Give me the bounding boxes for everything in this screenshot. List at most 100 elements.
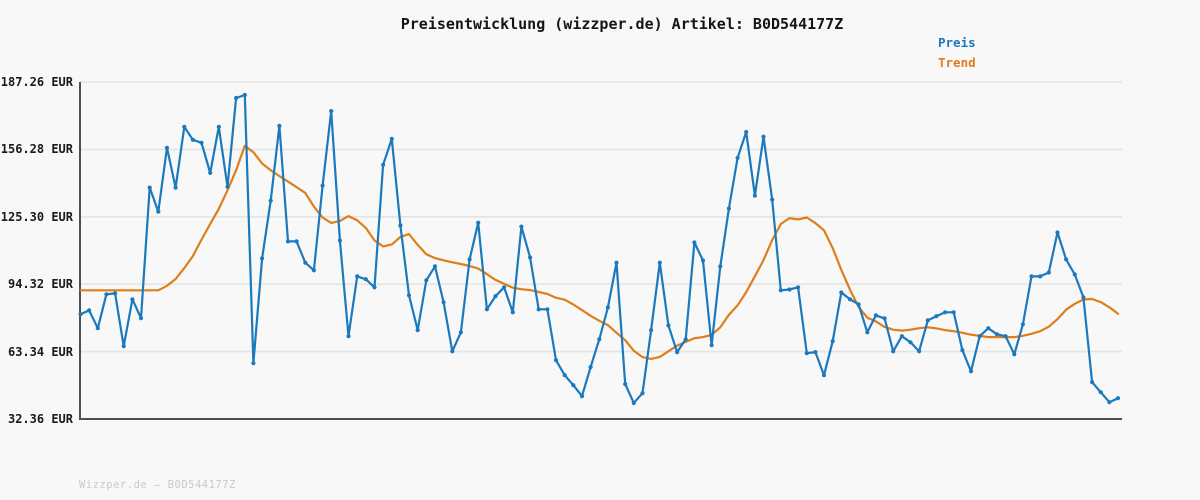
price-point-marker (450, 349, 455, 354)
price-point-marker (104, 292, 109, 297)
price-point-marker (441, 300, 446, 305)
price-point-marker (415, 328, 420, 333)
price-point-marker (700, 258, 706, 263)
price-point-marker (121, 344, 126, 349)
price-point-marker (424, 278, 429, 283)
price-point-marker (493, 294, 498, 299)
price-point-marker (1012, 352, 1017, 357)
price-point-marker (1115, 396, 1121, 401)
price-point-marker (709, 343, 714, 348)
price-point-marker (1003, 334, 1008, 339)
price-point-marker (164, 145, 170, 150)
price-point-marker (303, 260, 308, 265)
price-point-marker (260, 256, 265, 261)
price-point-marker (208, 170, 213, 175)
price-point-marker (372, 285, 377, 290)
price-point-marker (190, 137, 195, 142)
price-point-marker (467, 257, 472, 262)
price-point-marker (1020, 322, 1025, 327)
price-point-marker (484, 307, 489, 312)
price-point-marker (977, 334, 982, 339)
price-point-marker (787, 287, 792, 292)
y-tick-label: 63.34 EUR (7, 344, 73, 359)
price-point-marker (571, 383, 576, 388)
price-point-marker (87, 308, 92, 313)
price-point-marker (752, 193, 758, 198)
price-point-marker (285, 239, 291, 244)
price-point-marker (744, 129, 749, 135)
price-point-marker (588, 365, 593, 370)
price-point-marker (899, 334, 905, 339)
price-point-marker (873, 313, 879, 318)
price-point-marker (821, 373, 827, 378)
price-point-marker (917, 349, 922, 354)
price-point-marker (1107, 400, 1112, 405)
price-point-marker (718, 264, 723, 269)
price-point-marker (156, 209, 161, 214)
price-point-marker (225, 184, 230, 189)
price-point-marker (398, 223, 403, 228)
price-point-marker (251, 361, 256, 366)
price-point-marker (216, 124, 221, 129)
price-point-marker (692, 240, 697, 245)
price-point-marker (614, 260, 619, 265)
price-point-marker (432, 264, 438, 269)
price-point-marker (951, 310, 956, 315)
trend-line (79, 144, 1120, 360)
legend-item-preis: Preis (938, 35, 976, 50)
chart-title: Preisentwicklung (wizzper.de) Artikel: B… (400, 15, 844, 33)
price-point-marker (856, 302, 861, 307)
price-point-marker (553, 358, 559, 363)
price-point-marker (908, 340, 913, 345)
price-point-marker (891, 349, 896, 354)
price-point-marker (346, 334, 351, 339)
price-point-marker (138, 316, 144, 321)
price-point-marker (234, 95, 239, 101)
price-point-marker (510, 310, 515, 315)
price-point-marker (458, 330, 463, 335)
price-point-marker (847, 297, 853, 302)
price-point-marker (761, 134, 766, 139)
price-line (79, 93, 1120, 405)
price-point-marker (1072, 272, 1077, 277)
price-point-marker (882, 316, 887, 321)
price-point-marker (839, 290, 844, 295)
price-point-marker (631, 400, 636, 406)
y-tick-label: 125.30 EUR (0, 209, 73, 224)
price-point-marker (649, 328, 654, 333)
price-point-marker (1029, 274, 1034, 279)
price-point-marker (968, 369, 974, 374)
price-point-marker (78, 312, 83, 317)
y-tick-label: 94.32 EUR (7, 277, 73, 292)
price-point-marker (294, 239, 299, 244)
price-point-marker (173, 185, 178, 190)
price-point-marker (130, 297, 135, 302)
watermark: Wizzper.de — B0D544177Z (79, 479, 236, 491)
price-point-marker (329, 109, 334, 114)
price-point-marker (277, 123, 282, 128)
price-point-marker (1046, 270, 1051, 275)
price-point-marker (675, 350, 680, 355)
price-point-marker (830, 339, 835, 344)
price-point-marker (796, 285, 801, 290)
price-point-marker (925, 318, 930, 323)
price-point-marker (320, 183, 325, 188)
price-point-marker (268, 198, 273, 203)
price-point-marker (95, 326, 100, 331)
price-point-marker (778, 288, 783, 293)
price-point-marker (960, 348, 965, 353)
price-point-marker (994, 332, 1000, 337)
price-point-marker (605, 305, 611, 310)
price-point-marker (1064, 257, 1069, 262)
legend-item-trend: Trend (938, 55, 976, 70)
y-tick-label: 156.28 EUR (0, 142, 73, 157)
price-point-marker (657, 260, 662, 265)
price-point-marker (726, 206, 732, 211)
price-point-marker (363, 277, 368, 282)
price-point-marker (934, 314, 939, 319)
price-point-marker (199, 140, 204, 145)
chart-legend: Preis Trend (938, 33, 976, 73)
price-point-marker (476, 220, 481, 225)
price-point-marker (355, 274, 360, 279)
